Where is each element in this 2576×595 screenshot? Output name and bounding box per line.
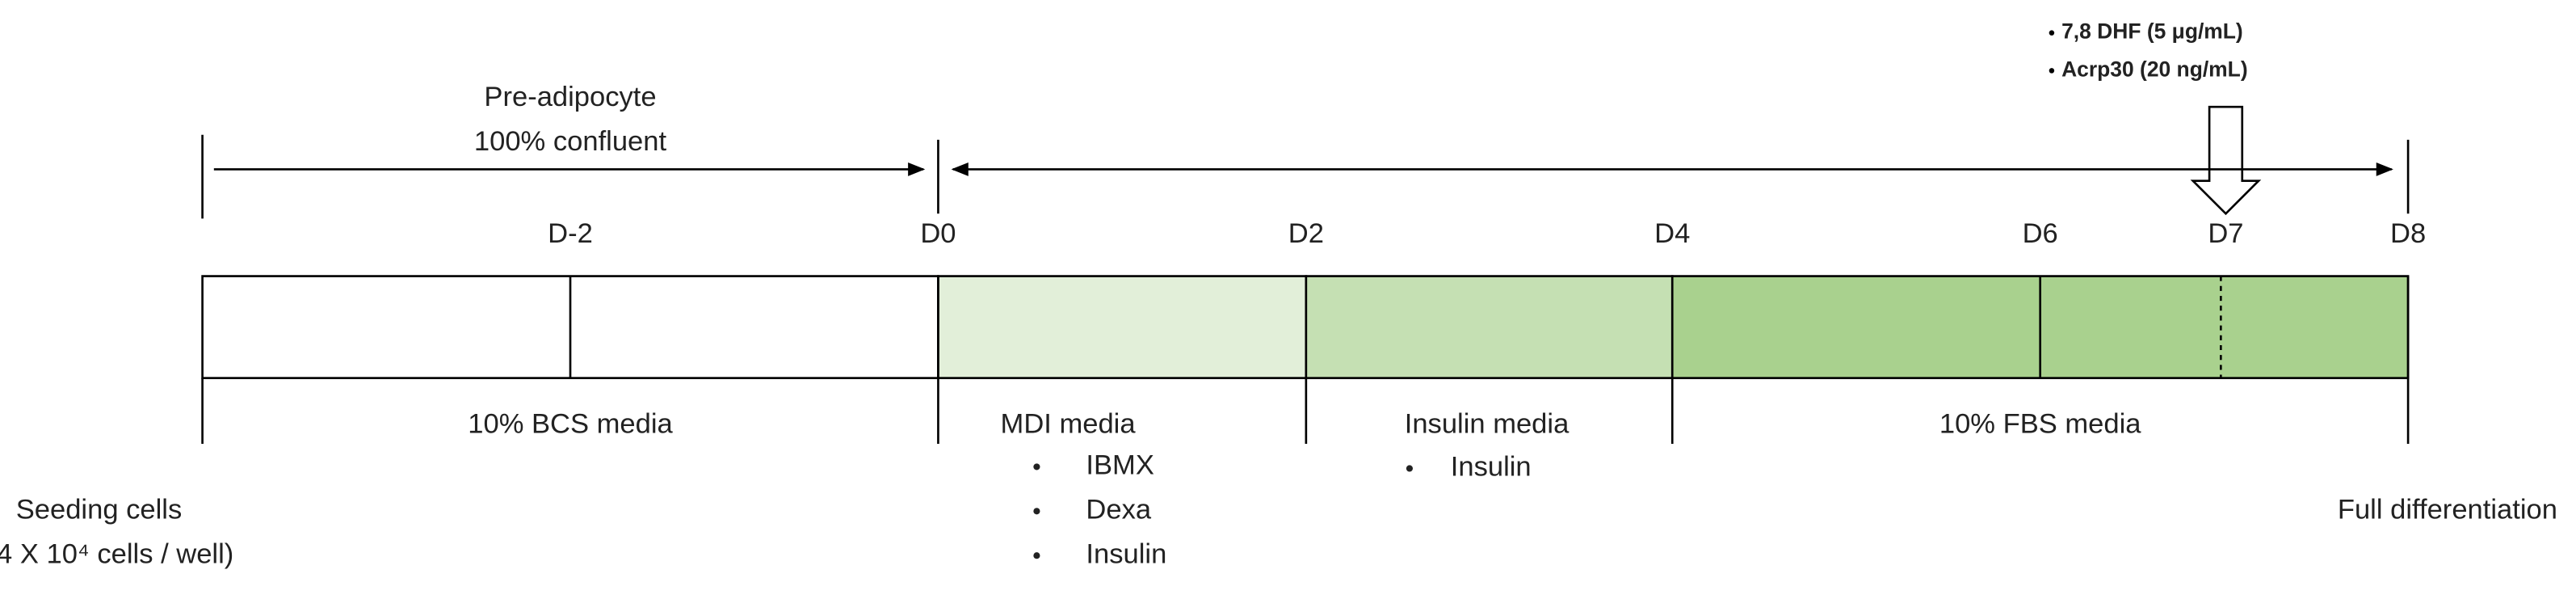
bullet	[1033, 552, 1040, 559]
end-label: Full differentiation	[2338, 494, 2557, 525]
header-line: 100% confluent	[474, 126, 667, 157]
bullet	[2049, 68, 2055, 74]
stage-segment	[1305, 275, 1674, 379]
day-label: D0	[920, 218, 956, 249]
day-label: D2	[1288, 218, 1324, 249]
header-line: Pre-adipocyte	[484, 82, 656, 112]
treatment-item: Acrp30 (20 ng/mL)	[2061, 57, 2248, 81]
treatment-arrow	[2190, 105, 2262, 216]
day-label: D6	[2023, 218, 2058, 249]
stage-label: Insulin media	[1405, 409, 1570, 440]
stage-item: Insulin	[1451, 452, 1532, 483]
bullet	[2049, 30, 2055, 36]
day-label: D-2	[548, 218, 593, 249]
stage-label: 10% BCS media	[468, 409, 673, 440]
stage-label: MDI media	[1001, 409, 1137, 440]
stage-item: IBMX	[1086, 450, 1154, 481]
stage-segment	[937, 275, 1308, 379]
treatment-item: 7,8 DHF (5 μg/mL)	[2061, 19, 2243, 44]
bullet	[1406, 465, 1414, 472]
bullet	[1033, 508, 1040, 515]
day-label: D7	[2208, 218, 2243, 249]
day-label: D4	[1654, 218, 1690, 249]
stage-item: Dexa	[1086, 494, 1151, 525]
day-label: D8	[2390, 218, 2426, 249]
bullet	[1033, 463, 1040, 471]
start-label: Seeding cells	[16, 494, 183, 525]
start-label: (8.4 X 10⁴ cells / well)	[0, 538, 233, 569]
stage-item: Insulin	[1086, 538, 1166, 569]
stage-label: 10% FBS media	[1939, 409, 2141, 440]
